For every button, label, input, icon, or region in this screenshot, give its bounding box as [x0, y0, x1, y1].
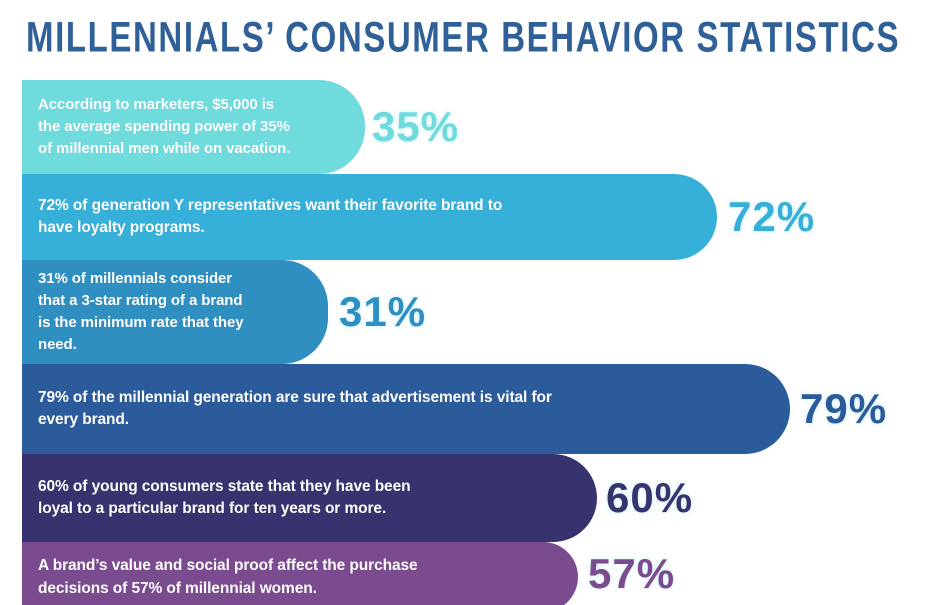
bar-value-label: 79% — [800, 385, 888, 432]
bar-value-label: 31% — [339, 288, 427, 335]
bar-row: 60% of young consumers state that they h… — [0, 454, 939, 542]
bar-value-label: 72% — [728, 193, 816, 240]
bar-label-text: 72% of generation Y representatives want… — [38, 197, 503, 236]
bar-fill-72: 72% of generation Y representatives want… — [22, 174, 717, 260]
bar-label-text: 79% of the millennial generation are sur… — [38, 389, 552, 428]
bar-fill-79: 79% of the millennial generation are sur… — [22, 364, 790, 454]
bar-fill-31: 31% of millennials consider that a 3-sta… — [22, 260, 328, 364]
bar-fill-35: According to marketers, $5,000 is the av… — [22, 80, 365, 174]
bar-label-text: According to marketers, $5,000 is the av… — [38, 96, 291, 157]
bar-chart: According to marketers, $5,000 is the av… — [0, 80, 939, 605]
bar-fill-60: 60% of young consumers state that they h… — [22, 454, 597, 542]
bar-value-label: 57% — [588, 549, 676, 597]
bar-row: 79% of the millennial generation are sur… — [0, 364, 939, 454]
bar-label-text: 31% of millennials consider that a 3-sta… — [38, 270, 244, 353]
page-title: MILLENNIALS’ CONSUMER BEHAVIOR STATISTIC… — [26, 13, 901, 61]
bar-label-text: 60% of young consumers state that they h… — [38, 478, 411, 517]
bar-row: 31% of millennials consider that a 3-sta… — [0, 260, 939, 364]
bar-label-text: A brand’s value and social proof affect … — [38, 557, 418, 597]
bar-row: A brand’s value and social proof affect … — [0, 542, 939, 605]
bar-value-label: 60% — [606, 474, 694, 521]
bar-value-label: 35% — [372, 103, 460, 150]
bar-row: According to marketers, $5,000 is the av… — [0, 80, 939, 174]
bar-row: 72% of generation Y representatives want… — [0, 174, 939, 260]
bar-fill-57: A brand’s value and social proof affect … — [22, 542, 578, 605]
